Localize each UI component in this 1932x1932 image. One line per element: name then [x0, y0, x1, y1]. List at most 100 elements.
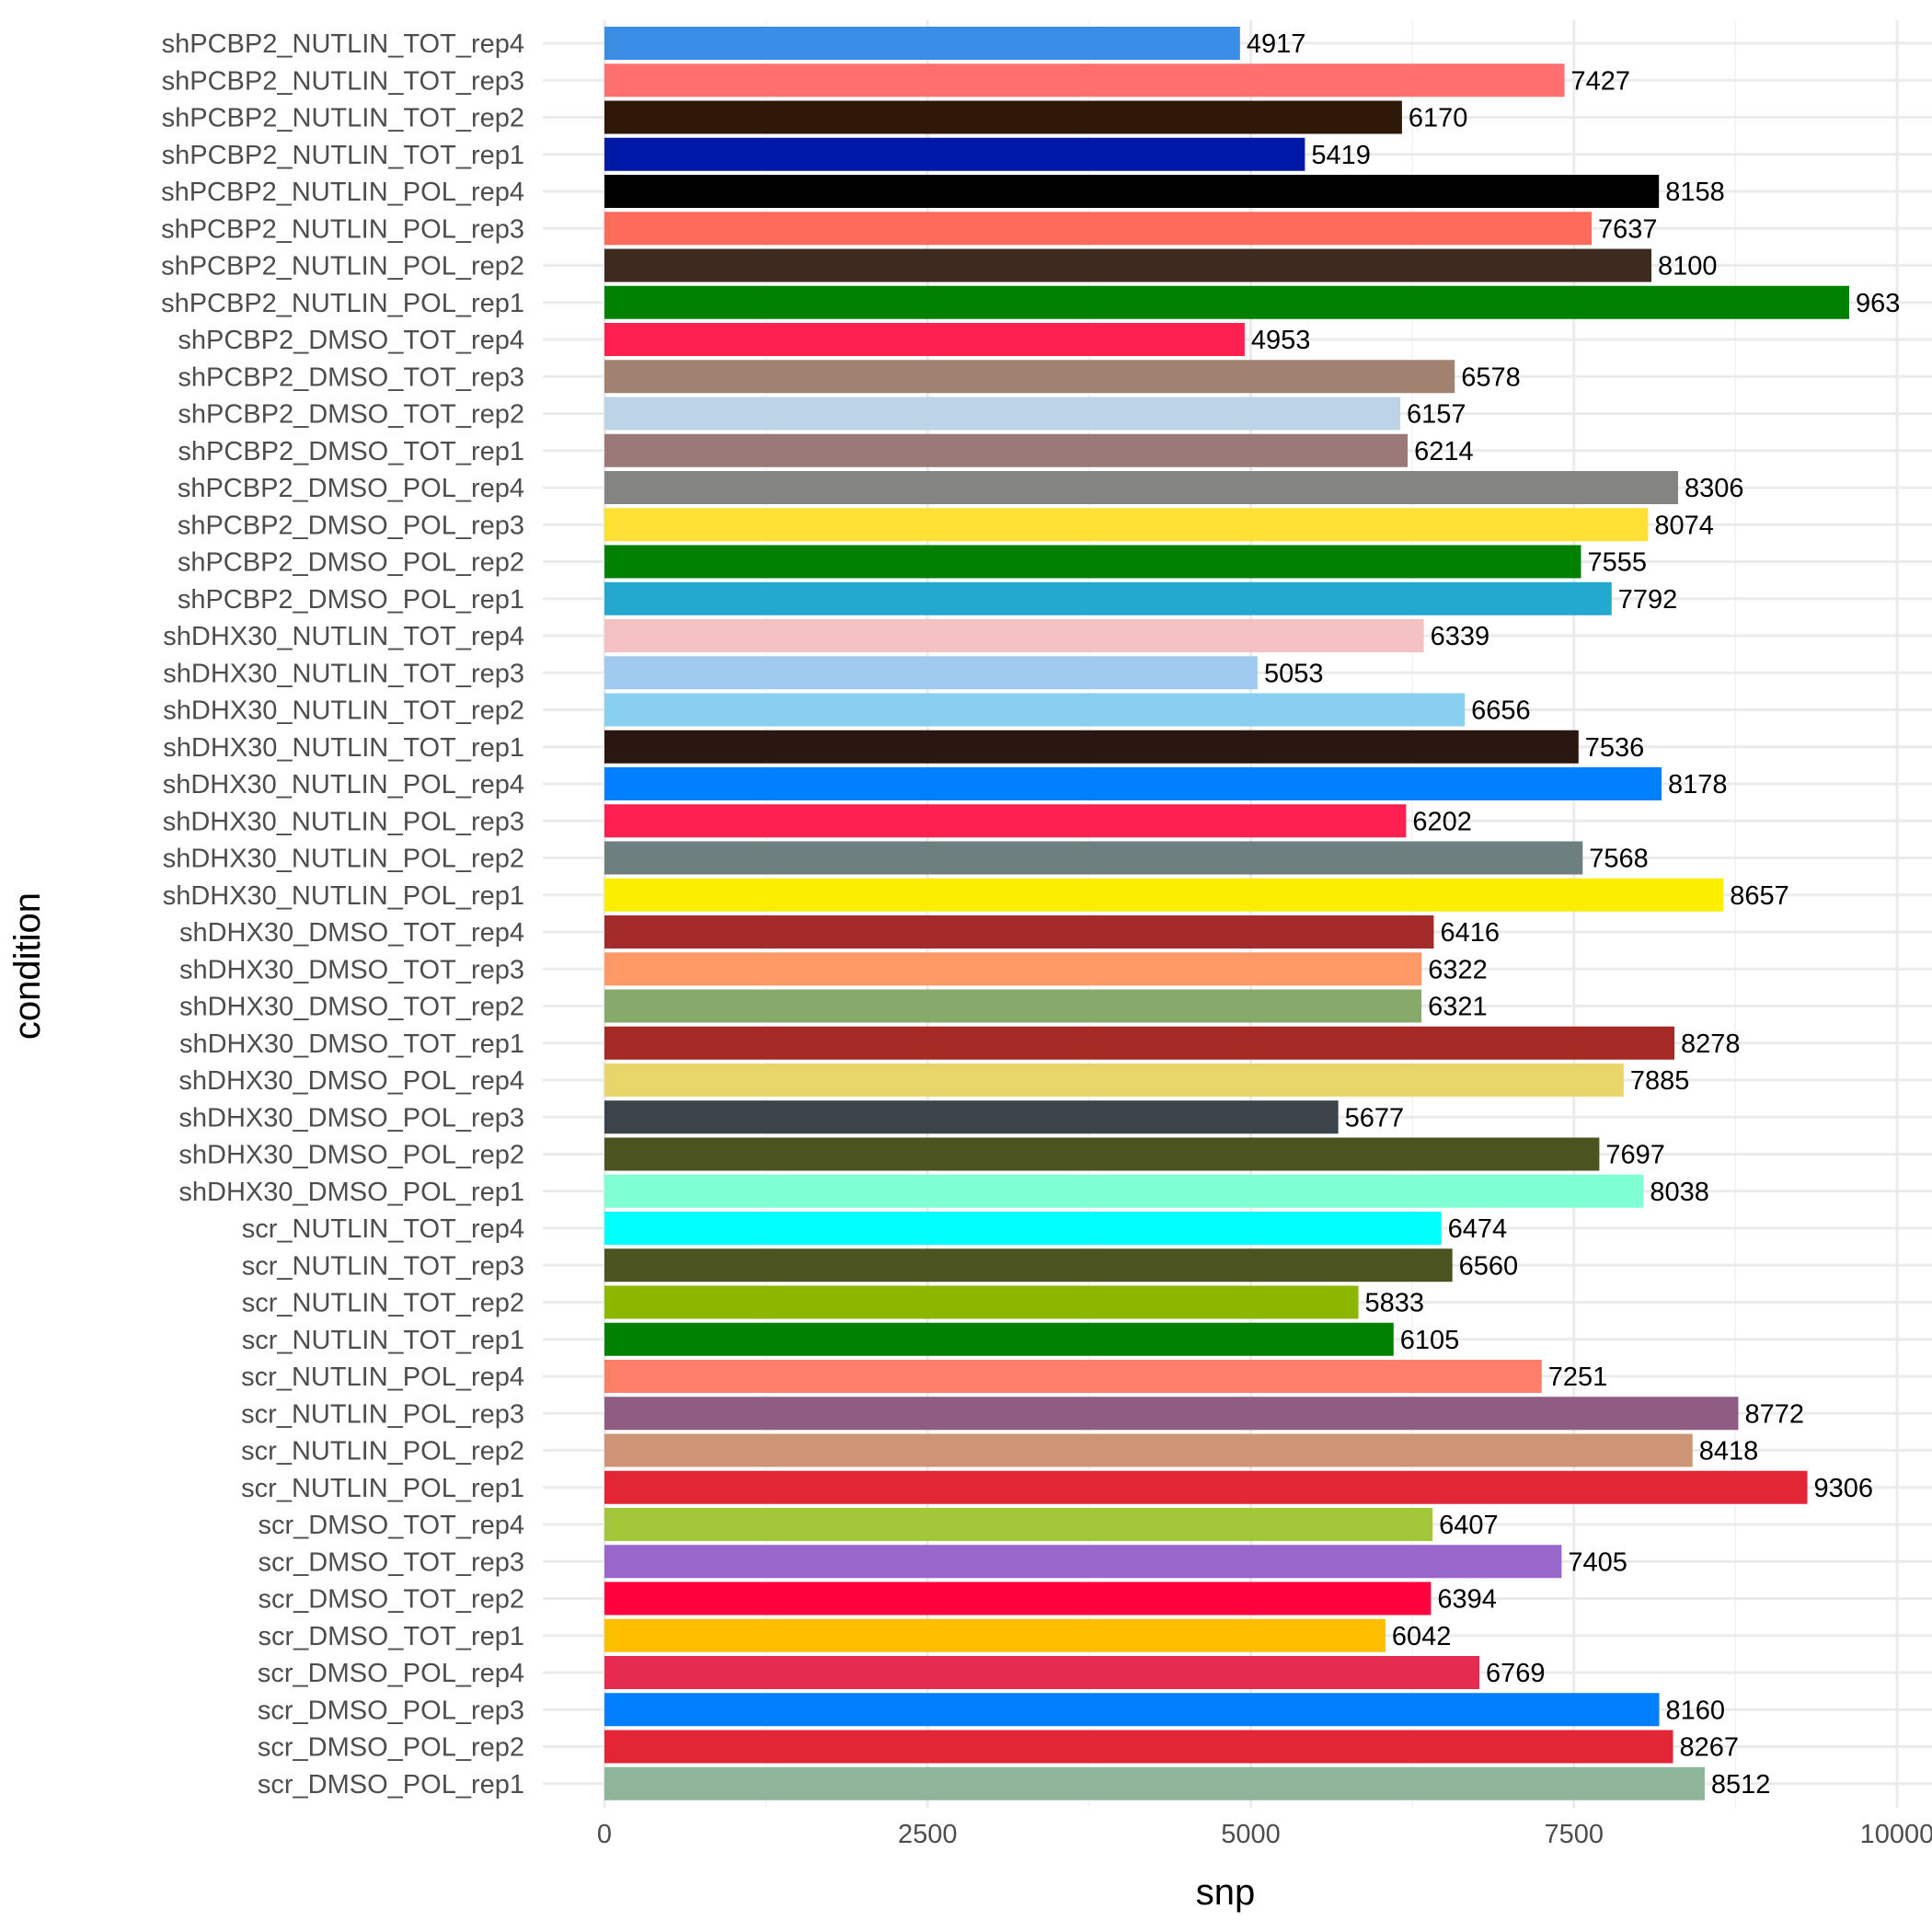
value-label: 6214: [1414, 437, 1474, 466]
bar: [604, 1693, 1660, 1727]
bar: [604, 100, 1402, 134]
value-label: 6578: [1461, 362, 1521, 392]
value-label: 8772: [1744, 1399, 1804, 1429]
x-tick-label: 0: [597, 1820, 612, 1849]
bar: [604, 878, 1724, 912]
value-label: 6105: [1400, 1326, 1460, 1355]
value-label: 5677: [1345, 1103, 1405, 1133]
bar: [604, 1618, 1386, 1652]
category-label: shPCBP2_NUTLIN_POL_rep1: [161, 289, 524, 318]
category-label: shPCBP2_NUTLIN_TOT_rep1: [162, 141, 524, 170]
category-label: scr_NUTLIN_POL_rep4: [241, 1363, 524, 1392]
bar: [604, 1064, 1624, 1097]
value-label: 5419: [1311, 141, 1371, 170]
bar: [604, 248, 1652, 282]
category-label: shDHX30_NUTLIN_TOT_rep3: [163, 659, 524, 688]
value-label: 7568: [1589, 845, 1649, 874]
bar: [604, 841, 1583, 875]
value-label: 8178: [1668, 770, 1728, 799]
value-label: 6474: [1448, 1214, 1508, 1244]
x-tick-label: 7500: [1544, 1820, 1604, 1849]
bar: [604, 1470, 1808, 1504]
category-label: scr_NUTLIN_TOT_rep1: [242, 1326, 524, 1355]
category-label: scr_NUTLIN_POL_rep1: [241, 1474, 524, 1503]
bar: [604, 619, 1424, 652]
category-label: shDHX30_NUTLIN_POL_rep2: [163, 845, 524, 874]
bar: [604, 1397, 1739, 1431]
category-label: shDHX30_DMSO_TOT_rep3: [179, 955, 524, 984]
value-label: 6339: [1431, 622, 1490, 651]
bar: [604, 989, 1422, 1023]
category-label: scr_NUTLIN_POL_rep2: [241, 1437, 524, 1466]
category-label: scr_DMSO_TOT_rep3: [258, 1547, 524, 1577]
x-tick-labels: 0 2500 5000 7500 10000: [597, 1820, 1932, 1849]
value-label: 6560: [1459, 1251, 1519, 1281]
bar: [604, 545, 1581, 579]
category-label: shDHX30_NUTLIN_TOT_rep4: [163, 622, 524, 651]
value-label: 7885: [1630, 1066, 1690, 1096]
bar: [604, 27, 1240, 60]
bar: [604, 1212, 1442, 1245]
bar: [604, 1730, 1673, 1764]
x-tick-label: 5000: [1221, 1820, 1281, 1849]
value-label: 8657: [1730, 881, 1789, 911]
category-label: scr_DMSO_TOT_rep4: [258, 1511, 524, 1540]
bar: [604, 693, 1466, 727]
value-label: 8512: [1711, 1770, 1771, 1800]
bar: [604, 581, 1612, 615]
bar: [604, 1656, 1480, 1689]
value-label: 8306: [1685, 474, 1744, 503]
category-label: shPCBP2_DMSO_TOT_rep1: [178, 437, 524, 466]
category-label: scr_NUTLIN_TOT_rep4: [242, 1214, 524, 1244]
category-labels: shPCBP2_NUTLIN_TOT_rep4 shPCBP2_NUTLIN_TO…: [161, 29, 524, 1800]
category-label: scr_DMSO_TOT_rep1: [258, 1622, 524, 1651]
value-label: 8278: [1681, 1029, 1741, 1059]
category-label: shPCBP2_NUTLIN_TOT_rep2: [162, 104, 524, 133]
bar: [604, 1545, 1562, 1579]
category-label: shDHX30_NUTLIN_POL_rep4: [163, 770, 524, 799]
value-label: 8160: [1665, 1696, 1725, 1725]
value-label: 8100: [1658, 252, 1718, 282]
bar: [604, 471, 1678, 504]
value-label: 7251: [1548, 1363, 1608, 1392]
value-label: 5833: [1365, 1289, 1425, 1318]
value-label: 4953: [1251, 326, 1311, 355]
bar: [604, 285, 1850, 319]
category-label: scr_DMSO_POL_rep2: [258, 1733, 524, 1763]
bar: [604, 63, 1565, 98]
category-label: shPCBP2_DMSO_TOT_rep4: [178, 326, 524, 355]
bar: [604, 1360, 1542, 1393]
bar: [604, 656, 1258, 690]
bar: [604, 1137, 1600, 1171]
value-label: 4917: [1247, 29, 1306, 59]
value-label: 8158: [1665, 178, 1725, 207]
category-label: shPCBP2_DMSO_POL_rep2: [178, 548, 524, 578]
bar: [604, 804, 1407, 838]
value-label: 7555: [1587, 548, 1647, 578]
bar: [604, 1285, 1359, 1319]
category-label: scr_NUTLIN_POL_rep3: [241, 1399, 524, 1429]
value-label: 7427: [1570, 66, 1630, 96]
value-label: 5053: [1264, 659, 1324, 688]
category-label: scr_DMSO_POL_rep3: [258, 1696, 524, 1725]
value-label: 6202: [1412, 807, 1472, 836]
value-label: 8038: [1650, 1178, 1709, 1207]
bar: [604, 175, 1660, 208]
bar: [604, 212, 1592, 246]
category-label: shPCBP2_DMSO_POL_rep1: [178, 585, 524, 615]
category-label: shDHX30_DMSO_TOT_rep2: [179, 993, 524, 1022]
value-label: 963: [1856, 289, 1900, 318]
value-label: 6322: [1428, 955, 1488, 984]
bar: [604, 1433, 1693, 1467]
x-tick-label: 10000: [1860, 1820, 1932, 1849]
bar: [604, 1508, 1433, 1541]
bar: [604, 952, 1422, 986]
y-axis-title: condition: [7, 892, 48, 1040]
category-label: shDHX30_DMSO_POL_rep2: [178, 1141, 524, 1170]
category-label: shPCBP2_NUTLIN_TOT_rep3: [162, 66, 524, 96]
value-label: 6042: [1392, 1622, 1452, 1651]
category-label: scr_NUTLIN_TOT_rep3: [242, 1251, 524, 1281]
category-label: shDHX30_DMSO_POL_rep4: [178, 1066, 524, 1096]
value-label: 7536: [1585, 733, 1645, 763]
